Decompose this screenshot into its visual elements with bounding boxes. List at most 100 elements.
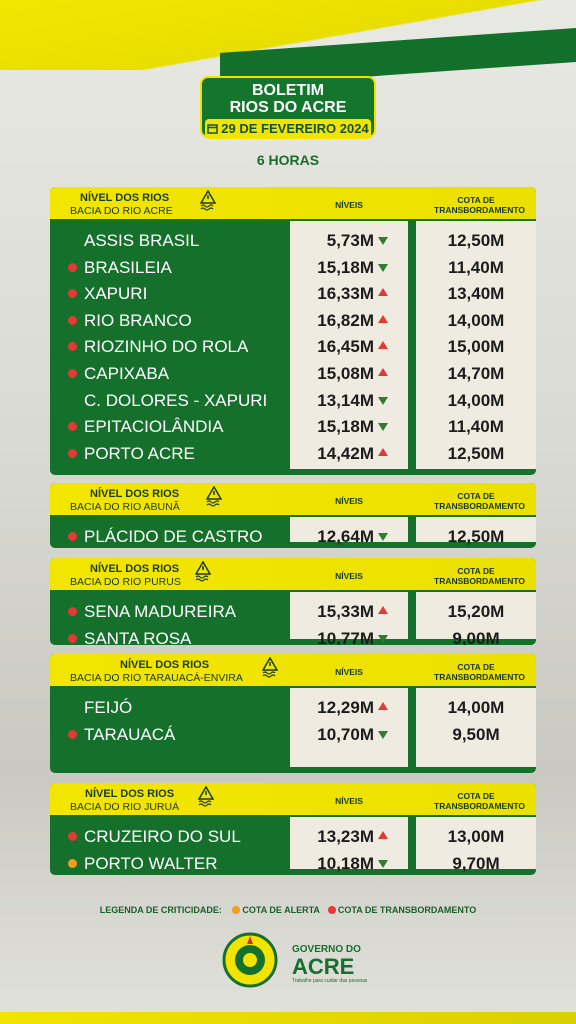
trend-down: [378, 730, 388, 739]
station-name: SENA MADUREIRA: [84, 602, 237, 621]
station-name: FEIJÓ: [84, 698, 133, 717]
station-row: ASSIS BRASIL 5,73M 12,50M: [50, 227, 536, 253]
river-level: 12,29M: [317, 698, 374, 717]
river-level: 5,73M: [326, 231, 374, 250]
overflow-level: 9,50M: [452, 724, 500, 744]
criticality-dot: [68, 858, 77, 868]
legend: LEGENDA DE CRITICIDADE: COTA DE ALERTA CO…: [0, 904, 576, 915]
criticality-dot: [68, 633, 77, 643]
station-row: CAPIXABA 15,08M 14,70M: [50, 360, 536, 386]
legend-dot: [327, 905, 336, 914]
station-row: PORTO WALTER 10,18M 9,70M: [50, 850, 536, 875]
river-level: 10,70M: [317, 724, 374, 744]
criticality-dot: [68, 448, 77, 458]
overflow-level: 14,00M: [447, 698, 505, 717]
legend-label: COTA DE TRANSBORDAMENTO: [337, 904, 477, 915]
station-row: PORTO ACRE 14,42M 12,50M: [50, 440, 536, 466]
warning-icon: [197, 785, 215, 808]
river-level: 16,33M: [317, 284, 374, 304]
river-level: 13,14M: [317, 390, 374, 410]
river-section: NÍVEL DOS RIOS BACIA DO RIO ACRE NÍVEIS COT…: [50, 187, 536, 475]
criticality-dot: [68, 832, 77, 841]
trend-down: [378, 263, 388, 272]
levels-panel: [290, 221, 408, 469]
overflow-level: 9,70M: [452, 853, 500, 873]
overflow-level: 9,00M: [452, 628, 500, 645]
overflow-level: 14,00M: [447, 390, 505, 410]
station-row: PLÁCIDO DE CASTRO 12,64M 12,50M: [50, 523, 536, 548]
river-level: 14,42M: [317, 443, 374, 463]
levels-panel: [290, 592, 408, 639]
river-section: NÍVEL DOS RIOS BACIA DO RIO PURUS NÍVEIS CO…: [50, 558, 536, 645]
station-name: PORTO ACRE: [84, 443, 195, 463]
trend-up: [378, 702, 388, 710]
station-row: TARAUACÁ 10,70M 9,50M: [50, 721, 536, 747]
criticality-dot: [68, 315, 77, 325]
trend-up: [378, 447, 388, 456]
river-level: 16,82M: [317, 310, 374, 330]
river-section: NÍVEL DOS RIOS BACIA DO RIO ABUNÃ NÍVEIS CO…: [50, 483, 536, 548]
trend-down: [378, 237, 388, 245]
legend-label: COTA DE ALERTA: [242, 904, 320, 915]
station-row: EPITACIOLÂNDIA 15,18M 11,40M: [50, 413, 536, 439]
trend-up: [378, 606, 388, 614]
footer-logo: GOVERNO DO ACRE Trabalho para cuidar das…: [220, 930, 380, 990]
criticality-dot: [68, 532, 77, 541]
logo-line: GOVERNO DO: [292, 944, 361, 955]
criticality-dot: [68, 289, 77, 299]
trend-up: [378, 288, 388, 297]
criticality-dot: [68, 607, 77, 616]
river-section: NÍVEL DOS RIOS BACIA DO RIO JURUÁ NÍVEIS CO…: [50, 783, 536, 875]
warning-icon: [205, 485, 223, 508]
legend-title: LEGENDA DE CRITICIDADE:: [99, 904, 222, 915]
overflow-panel: [416, 592, 536, 639]
column-header: COTA DE TRANSBORDAMENTO: [434, 195, 525, 215]
overflow-level: 12,50M: [447, 231, 505, 250]
overflow-level: 13,00M: [447, 827, 505, 846]
section-title: NÍVEL DOS RIOS: [85, 788, 175, 800]
station-row: XAPURI 16,33M 13,40M: [50, 280, 536, 306]
station-name: ASSIS BRASIL: [84, 231, 200, 250]
column-header: COTA DE TRANSBORDAMENTO: [434, 491, 525, 511]
section-title: NÍVEL DOS RIOS: [80, 192, 170, 204]
section-title: NÍVEL DOS RIOS: [120, 659, 210, 671]
section-header: NÍVEL DOS RIOS BACIA DO RIO TARAUACÁ-ENVI…: [50, 654, 536, 686]
column-header: COTA DE TRANSBORDAMENTO: [434, 566, 525, 586]
levels-panel: [290, 688, 408, 767]
warning-icon: [261, 656, 279, 679]
section-title: NÍVEL DOS RIOS: [90, 563, 180, 575]
levels-panel: [290, 817, 408, 869]
legend-dot: [232, 905, 241, 914]
station-name: SANTA ROSA: [84, 628, 192, 645]
station-name: C. DOLORES - XAPURI: [84, 390, 268, 410]
column-header: NÍVEIS: [335, 496, 363, 506]
station-name: BRASILEIA: [84, 257, 172, 277]
column-header: NÍVEIS: [335, 571, 363, 581]
overflow-level: 12,50M: [447, 527, 505, 546]
bottom-band: [0, 1012, 576, 1024]
section-header: NÍVEL DOS RIOS BACIA DO RIO PURUS NÍVEIS CO…: [50, 558, 536, 590]
station-row: RIO BRANCO 16,82M 14,00M: [50, 307, 536, 333]
overflow-level: 15,00M: [447, 337, 505, 357]
station-row: FEIJÓ 12,29M 14,00M: [50, 694, 536, 720]
section-header: NÍVEL DOS RIOS BACIA DO RIO JURUÁ NÍVEIS CO…: [50, 783, 536, 815]
station-name: PLÁCIDO DE CASTRO: [84, 527, 263, 546]
station-row: CRUZEIRO DO SUL 13,23M 13,00M: [50, 823, 536, 849]
warning-icon: [199, 189, 217, 212]
station-row: BRASILEIA 15,18M 11,40M: [50, 254, 536, 280]
column-header: NÍVEIS: [335, 667, 363, 677]
station-name: PORTO WALTER: [84, 853, 218, 873]
river-level: 12,64M: [317, 527, 374, 546]
overflow-panel: [416, 517, 536, 542]
trend-down: [378, 634, 388, 643]
criticality-dot: [68, 729, 77, 739]
logo-line: ACRE: [292, 954, 355, 979]
overflow-level: 13,40M: [447, 284, 505, 304]
date-text: 29 DE FEVEREIRO 2024: [221, 121, 369, 136]
river-level: 13,23M: [317, 827, 374, 846]
basin-name: BACIA DO RIO TARAUACÁ-ENVIRA: [70, 672, 243, 684]
overflow-panel: [416, 221, 536, 469]
station-row: RIOZINHO DO ROLA 16,45M 15,00M: [50, 333, 536, 359]
title-line: RIOS DO ACRE: [229, 99, 347, 116]
overflow-level: 14,70M: [447, 364, 505, 383]
